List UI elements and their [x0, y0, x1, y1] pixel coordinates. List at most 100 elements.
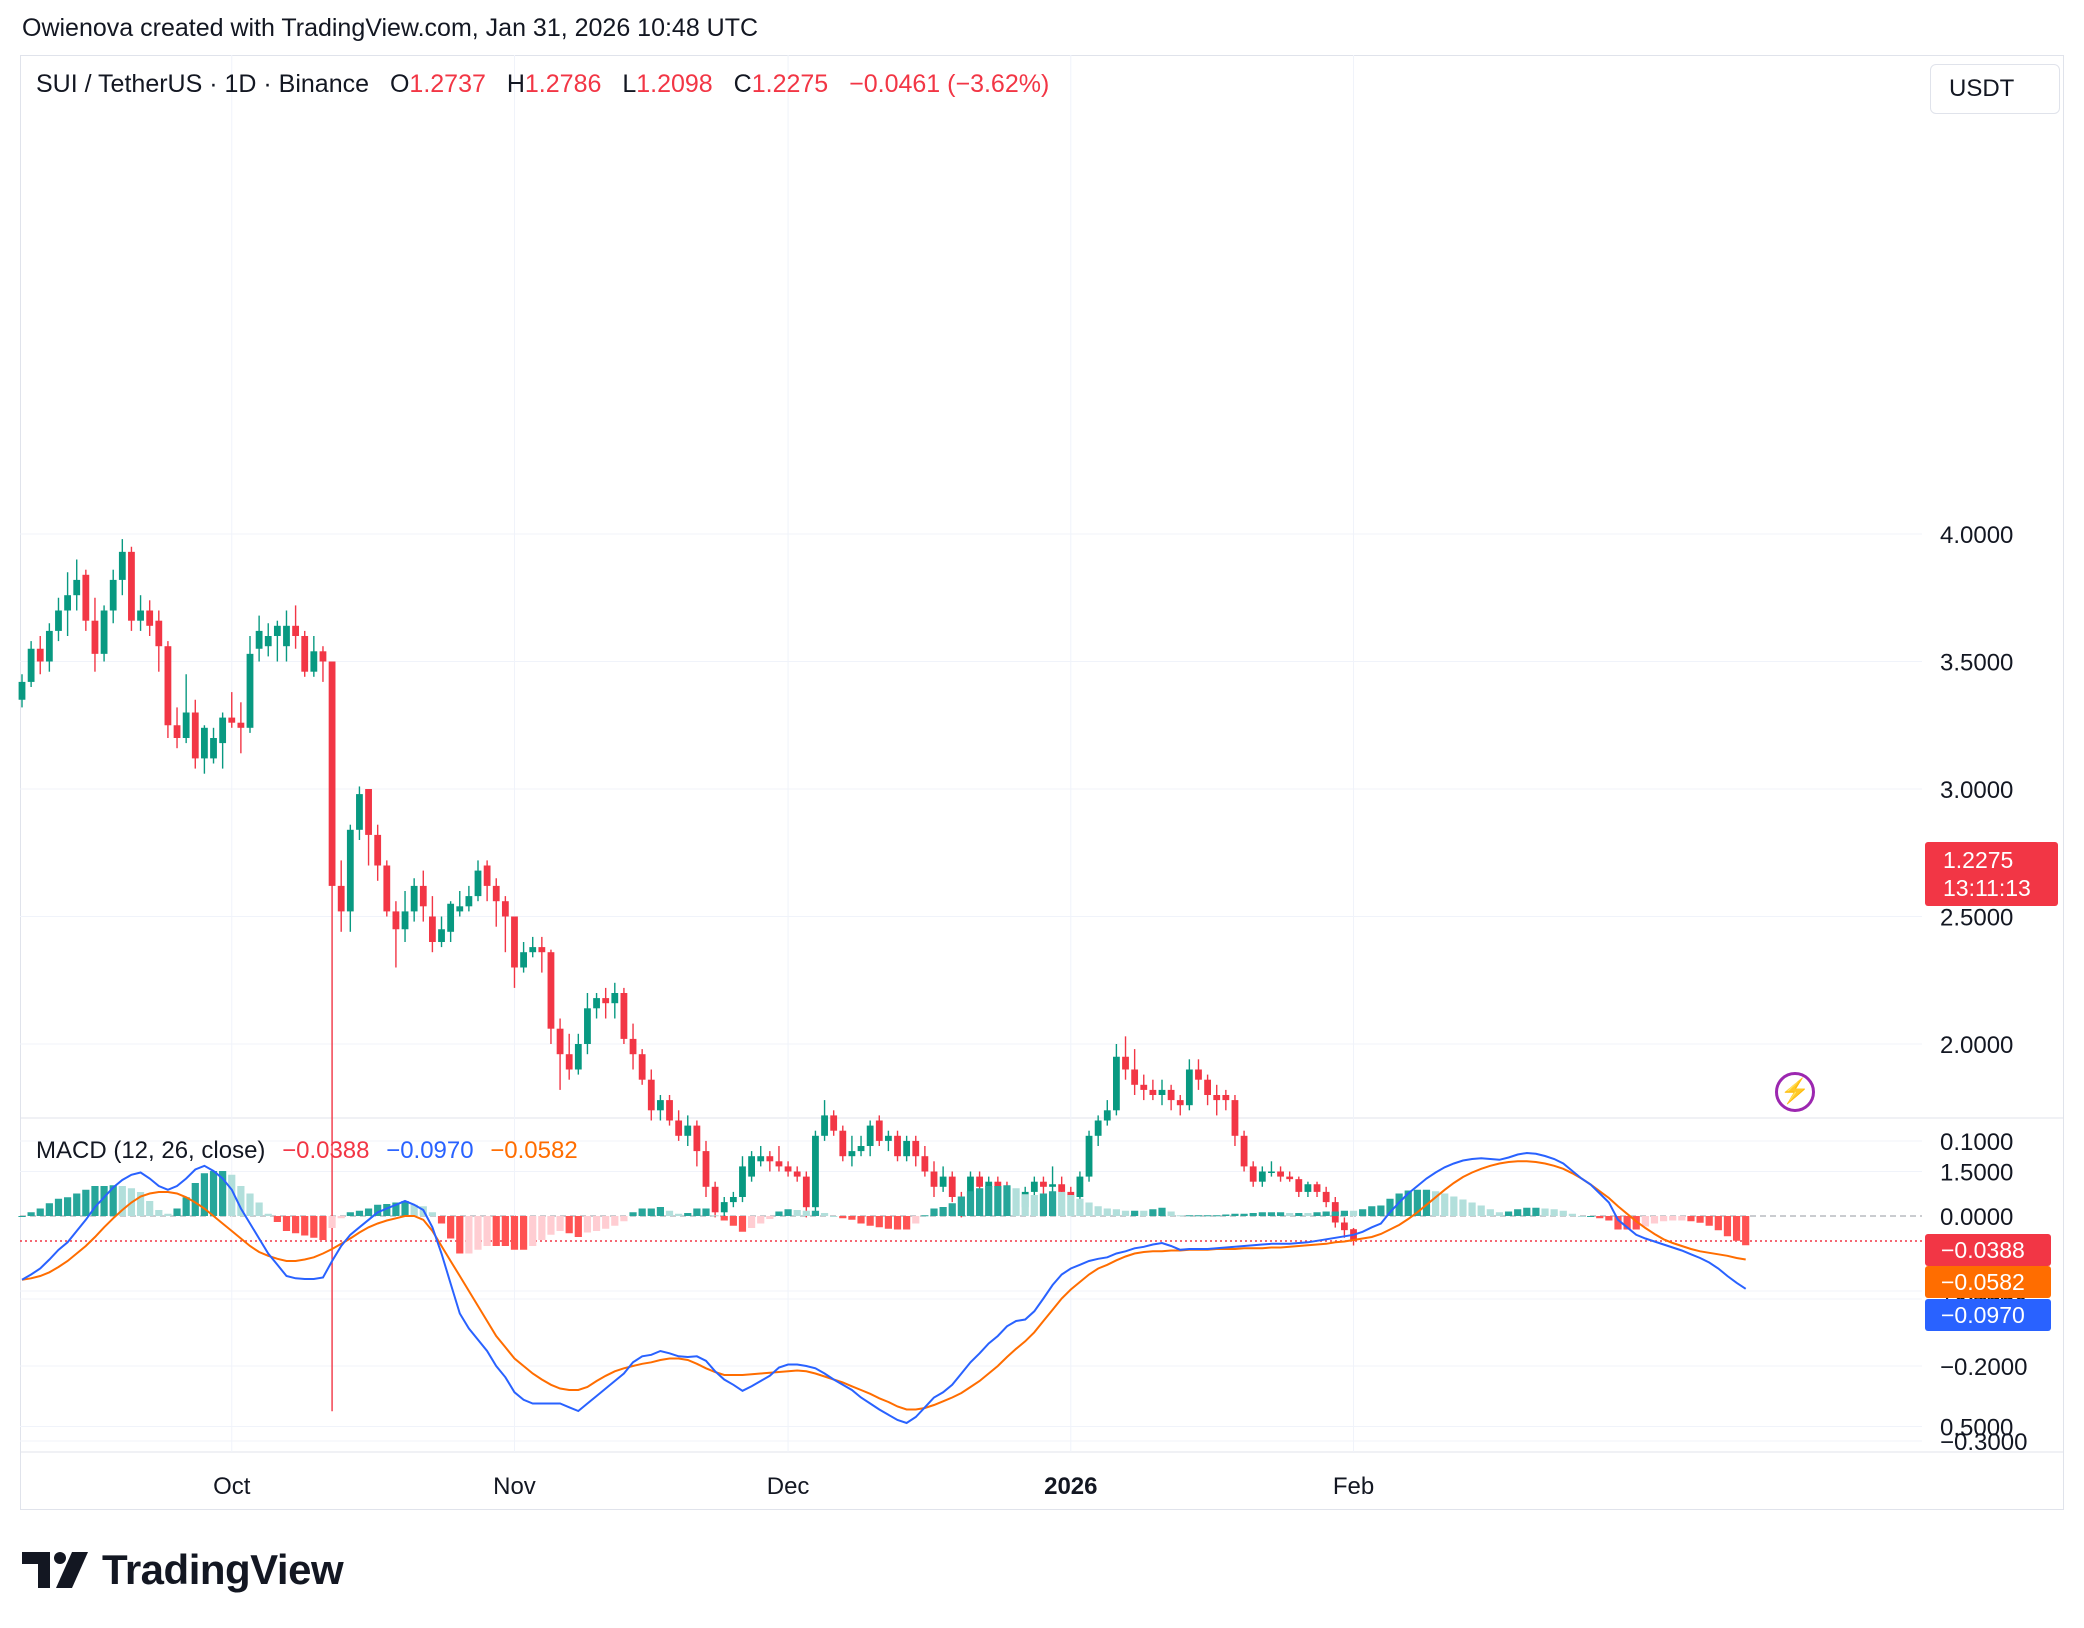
candle-body [73, 579, 81, 596]
macd-histogram-bar [921, 1215, 929, 1217]
candle-body [830, 1115, 838, 1131]
macd-histogram-bar [820, 1213, 829, 1216]
candle-body [1176, 1100, 1184, 1106]
macd-histogram-bar [957, 1196, 965, 1216]
macd-histogram-bar [848, 1216, 856, 1220]
macd-histogram-bar [328, 1216, 336, 1228]
macd-histogram-bar [64, 1197, 72, 1216]
macd-histogram-bar [766, 1216, 774, 1219]
candle-body [1149, 1089, 1157, 1095]
macd-histogram-bar [556, 1216, 564, 1231]
symbol-legend: SUI / TetherUS · 1D · Binance O1.2737 H1… [36, 70, 1049, 99]
open-label: O [389, 70, 410, 98]
macd-histogram-bar [1623, 1216, 1631, 1230]
macd-histogram-bar [237, 1186, 245, 1216]
macd-histogram-bar [620, 1216, 628, 1222]
candle-body [547, 952, 555, 1029]
macd-histogram-bar [1021, 1194, 1029, 1216]
macd-tick-label: 0.1000 [1940, 1129, 2013, 1156]
macd-histogram-value: −0.0388 [282, 1137, 370, 1164]
macd-histogram-bar [1231, 1213, 1239, 1216]
macd-histogram-bar [173, 1208, 181, 1216]
candle-body [374, 834, 382, 866]
macd-histogram-bar [875, 1216, 883, 1228]
macd-histogram-bar [1176, 1215, 1184, 1217]
macd-title[interactable]: MACD (12, 26, close) [36, 1137, 266, 1164]
macd-histogram-bar [1650, 1216, 1659, 1224]
macd-histogram-bar [1131, 1210, 1139, 1216]
macd-signal-value: −0.0582 [490, 1137, 578, 1164]
macd-histogram-bar [1404, 1190, 1412, 1216]
macd-histogram-bar [1149, 1209, 1157, 1216]
candle-body [36, 648, 44, 662]
open-value: 1.2737 [409, 70, 486, 98]
macd-histogram-bar [665, 1210, 674, 1216]
macd-tick-label: 0.0000 [1940, 1204, 2013, 1231]
candle-body [711, 1186, 719, 1213]
macd-histogram-bar [1331, 1211, 1339, 1216]
macd-histogram-bar [729, 1216, 737, 1226]
candle-body [45, 630, 53, 662]
macd-histogram-bar [155, 1210, 163, 1216]
macd-histogram-bar [1313, 1212, 1321, 1216]
candle-body [283, 625, 290, 647]
macd-histogram-bar [866, 1216, 874, 1226]
macd-histogram-bar [784, 1209, 792, 1216]
close-value: 1.2275 [751, 70, 829, 98]
candle-body [328, 661, 336, 886]
symbol-name[interactable]: SUI / TetherUS · 1D · Binance [36, 70, 370, 98]
macd-histogram-bar [1276, 1212, 1285, 1216]
macd-histogram-bar [355, 1210, 364, 1216]
candle-body [492, 885, 500, 902]
macd-histogram-bar [1587, 1216, 1595, 1217]
candle-body [365, 789, 372, 835]
macd-histogram-bar [191, 1183, 199, 1216]
candle-body [784, 1166, 792, 1172]
candle-body [429, 916, 436, 942]
candle-body [501, 901, 509, 917]
candle-body [228, 717, 236, 723]
price-tick-label: 3.5000 [1940, 650, 2013, 677]
time-tick-label: 2026 [1044, 1473, 1097, 1500]
candle-body [1277, 1171, 1284, 1177]
macd-histogram-bar [1714, 1216, 1722, 1231]
candle-body [802, 1176, 810, 1208]
candle-body [91, 620, 99, 654]
macd-histogram-bar [1723, 1216, 1732, 1237]
candle-body [1103, 1110, 1111, 1121]
time-tick-label: Feb [1333, 1473, 1374, 1500]
candle-body [1249, 1166, 1257, 1182]
macd-histogram-bar [54, 1198, 63, 1216]
macd-histogram-bar [1076, 1198, 1084, 1216]
lightning-icon[interactable]: ⚡ [1775, 1072, 1815, 1112]
macd-histogram-bar [547, 1216, 555, 1235]
macd-histogram-bar [529, 1216, 537, 1246]
candle-body [757, 1156, 765, 1162]
high-value: 1.2786 [524, 70, 602, 98]
candle-body [483, 865, 491, 886]
candle-body [821, 1115, 828, 1136]
macd-histogram-bar [711, 1215, 719, 1217]
macd-histogram-bar [930, 1208, 938, 1216]
candle-body [219, 717, 227, 744]
candle-body [118, 551, 126, 580]
currency-button[interactable]: USDT [1930, 64, 2060, 114]
candle-body [128, 551, 135, 621]
macd-histogram-bar [1368, 1206, 1376, 1216]
macd-histogram-bar [538, 1216, 546, 1240]
candle-body [456, 906, 464, 912]
candle-body [383, 865, 391, 912]
candle-body [137, 610, 144, 621]
macd-histogram-bar [1422, 1189, 1431, 1216]
macd-signal-line [21, 1160, 1746, 1411]
macd-histogram-bar [1386, 1198, 1394, 1216]
candle-body [976, 1176, 983, 1187]
price-tick-label: 0.5000 [1940, 1415, 2013, 1442]
candle-body [1113, 1056, 1120, 1111]
macd-histogram-bar [1395, 1193, 1403, 1216]
candle-body [657, 1100, 664, 1111]
macd-histogram-bar [1532, 1207, 1540, 1216]
candle-body [1067, 1191, 1075, 1197]
macd-histogram-bar [1732, 1216, 1741, 1241]
